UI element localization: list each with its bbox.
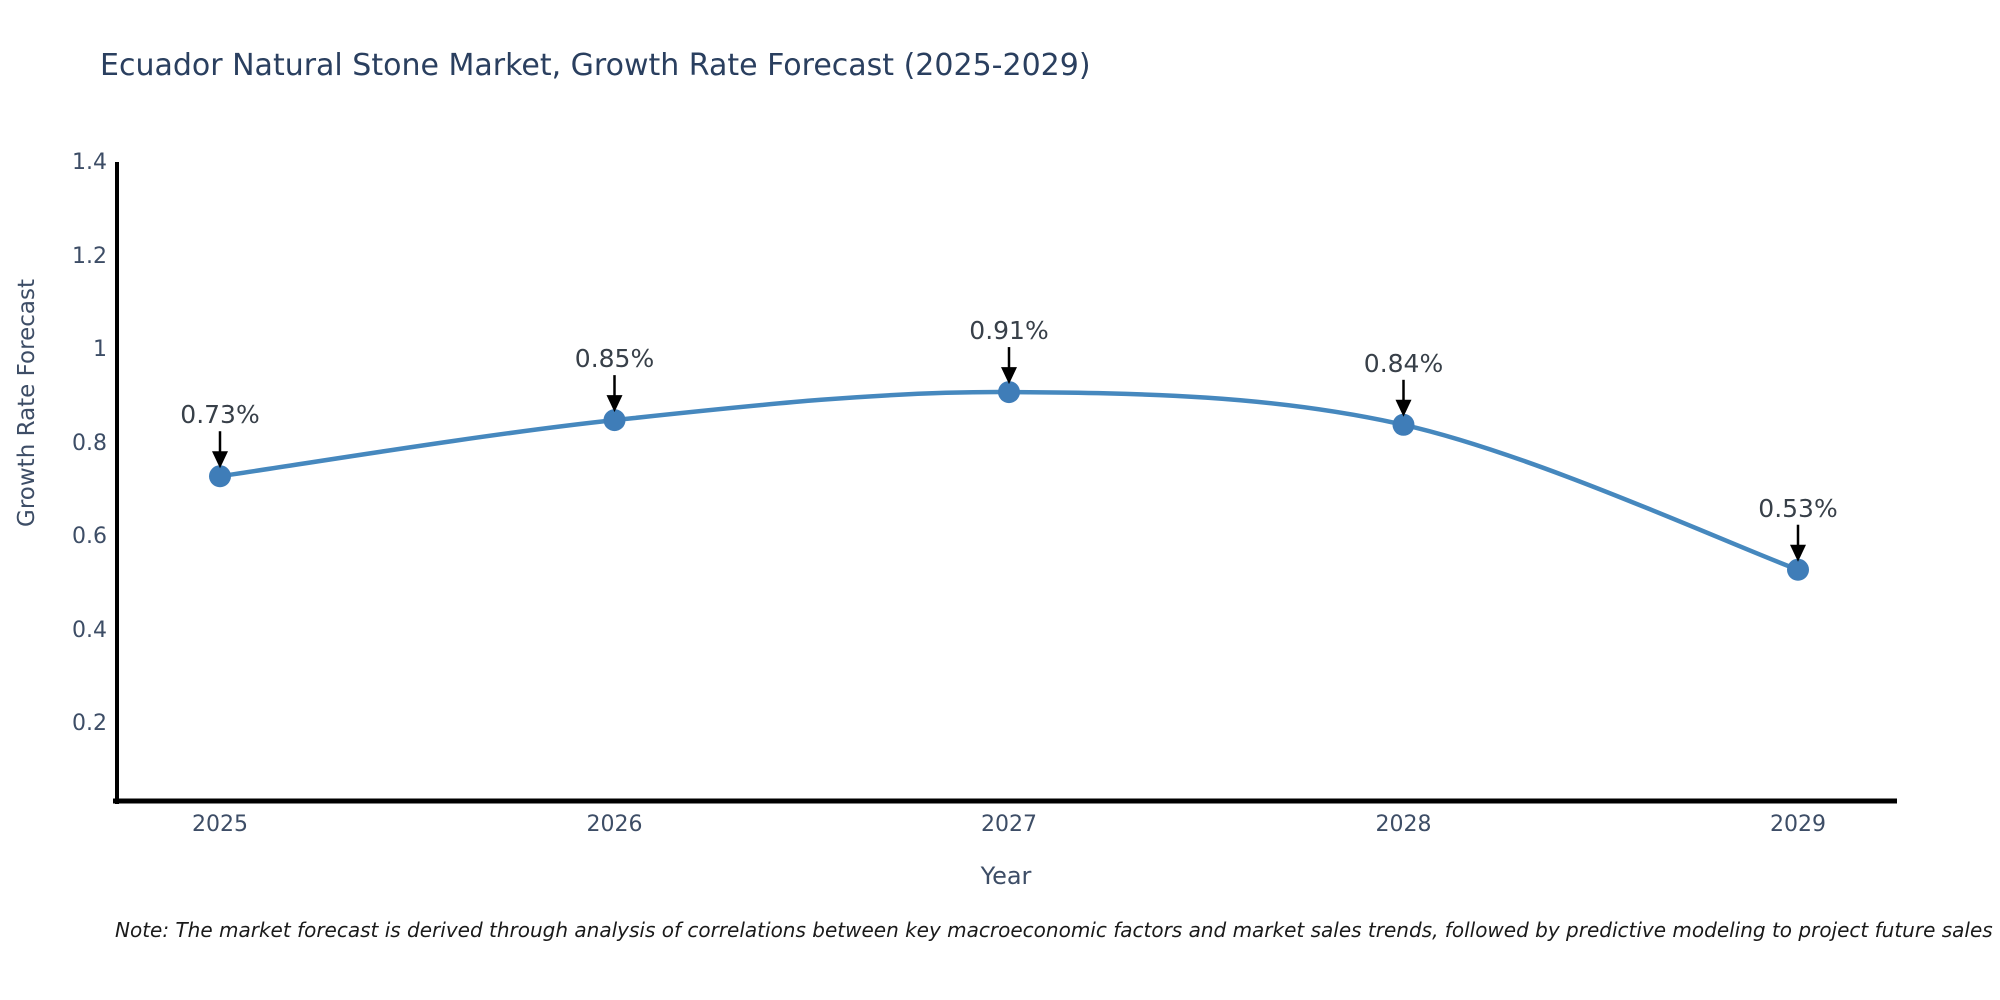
data-point-annotation: 0.53% [1758, 493, 1838, 523]
data-point-marker [1787, 558, 1809, 581]
annotation-arrowhead-icon [1001, 367, 1017, 385]
y-tick-label: 0.8 [72, 430, 107, 456]
data-point-marker [1392, 413, 1415, 436]
y-tick-label: 1.4 [72, 150, 107, 175]
x-tick-label: 2026 [586, 812, 643, 837]
data-point-annotation: 0.84% [1363, 348, 1444, 378]
x-tick-label: 2029 [1770, 812, 1826, 837]
data-point-annotation: 0.73% [180, 400, 260, 430]
annotation-arrowhead-icon [1395, 399, 1412, 417]
annotation-arrowhead-icon [212, 451, 228, 469]
y-tick-label: 0.6 [72, 524, 107, 549]
y-tick-label: 0.2 [72, 711, 107, 736]
annotation-arrowhead-icon [1790, 544, 1806, 562]
data-point-marker [998, 381, 1020, 404]
data-point-annotation: 0.85% [574, 344, 655, 374]
chart-footnote: Note: The market forecast is derived thr… [115, 918, 1993, 942]
y-tick-label: 1.2 [72, 243, 107, 269]
trend-line [217, 389, 1801, 572]
x-tick-label: 2025 [192, 812, 248, 837]
data-point-marker [209, 465, 231, 488]
data-point-annotation: 0.91% [969, 316, 1049, 346]
chart-title: Ecuador Natural Stone Market, Growth Rat… [100, 48, 1091, 83]
x-tick-label: 2028 [1375, 812, 1432, 837]
x-tick-label: 2027 [981, 812, 1037, 837]
y-tick-label: 1 [93, 337, 107, 362]
annotation-arrowhead-icon [606, 395, 623, 413]
data-point-marker [603, 409, 626, 432]
x-axis-title: Year [980, 862, 1032, 890]
y-tick-label: 0.4 [72, 617, 107, 643]
